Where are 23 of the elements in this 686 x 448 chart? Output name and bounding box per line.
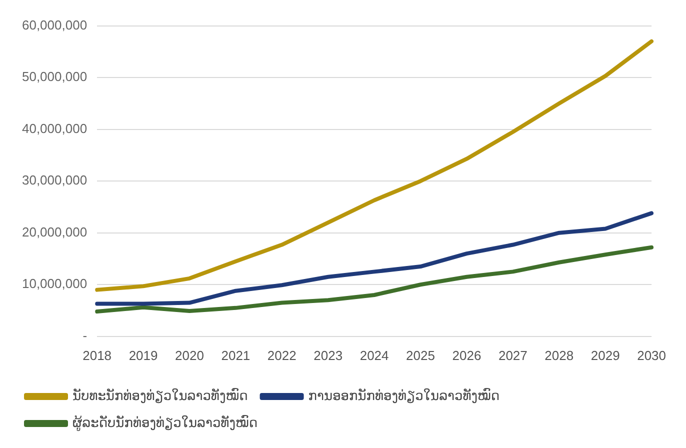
- y-tick-label: 60,000,000: [22, 17, 88, 32]
- x-tick-label: 2025: [406, 348, 435, 363]
- y-tick-label: 20,000,000: [22, 224, 88, 240]
- x-tick-label: 2019: [128, 348, 158, 363]
- y-tick-label: 50,000,000: [22, 69, 88, 84]
- x-tick-label: 2029: [590, 348, 620, 363]
- x-tick-label: 2020: [175, 348, 204, 363]
- x-tick-label: 2027: [498, 348, 528, 363]
- y-tick-label: 40,000,000: [22, 120, 88, 136]
- x-tick-label: 2018: [82, 348, 112, 363]
- y-tick-label: 30,000,000: [22, 172, 88, 188]
- x-tick-label: 2028: [544, 348, 574, 363]
- legend-label: ຜູ້ລະດັບນັກທ່ອງທ່ຽວໃນລາວທັງໝົດ: [72, 414, 258, 431]
- x-tick-label: 2026: [452, 348, 482, 363]
- x-tick-label: 2022: [267, 348, 296, 363]
- legend-label: ການອອກນັກທ່ອງທ່ຽວໃນລາວທັງໝົດ: [308, 388, 500, 404]
- x-tick-label: 2030: [637, 348, 666, 363]
- x-tick-label: 2023: [314, 348, 343, 363]
- y-tick-label: -: [82, 328, 88, 343]
- y-tick-label: 10,000,000: [22, 276, 88, 292]
- x-tick-label: 2021: [221, 348, 250, 363]
- x-tick-label: 2024: [360, 348, 389, 363]
- legend-label: ນັບທະນັກທ່ອງທ່ຽວໃນລາວທັງໝົດ: [72, 388, 248, 404]
